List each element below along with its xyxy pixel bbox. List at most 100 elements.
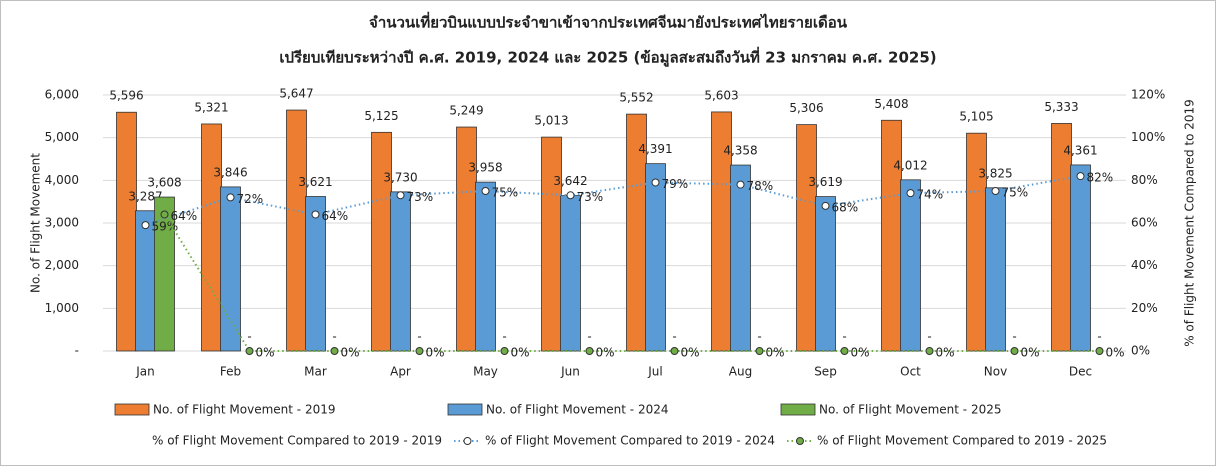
- bar: [730, 164, 751, 352]
- line-value-label: 0%: [256, 346, 275, 360]
- bar-value-label: -: [417, 330, 421, 344]
- bar-value-label: 4,012: [893, 158, 927, 172]
- y-tick-label: 5,000: [45, 130, 79, 144]
- bar-value-label: -: [757, 330, 761, 344]
- bar-value-label: 3,825: [978, 166, 1012, 180]
- line-marker: [160, 210, 169, 219]
- line-value-label: 75%: [492, 186, 519, 200]
- y2-tick-label: 0%: [1131, 344, 1150, 358]
- chart-title: จำนวนเที่ยวบินแบบประจำขาเข้าจากประเทศจีน…: [369, 12, 848, 32]
- bar-value-label: -: [587, 330, 591, 344]
- bar-value-label: -: [672, 330, 676, 344]
- line-marker: [396, 191, 405, 200]
- x-tick-label: Sep: [814, 365, 837, 379]
- line-marker: [226, 193, 235, 202]
- y-tick-label: 2,000: [45, 258, 79, 272]
- bar-value-label: 4,358: [723, 144, 757, 158]
- bar-value-label: -: [247, 330, 251, 344]
- bar-value-label: 3,608: [147, 176, 181, 190]
- bar: [985, 187, 1006, 352]
- x-tick-label: Dec: [1069, 365, 1092, 379]
- legend-label: % of Flight Movement Compared to 2019 - …: [817, 434, 1107, 448]
- legend-label: No. of Flight Movement - 2019: [153, 403, 336, 417]
- line-value-label: 73%: [577, 190, 604, 204]
- bar-value-label: 3,846: [213, 165, 247, 179]
- line-value-label: 68%: [832, 200, 859, 214]
- line-marker: [1095, 347, 1104, 355]
- bar-value-label: 5,596: [109, 89, 143, 103]
- bar-value-label: 5,603: [704, 88, 738, 102]
- bar-value-label: 5,647: [279, 87, 313, 101]
- line-marker: [1076, 172, 1085, 181]
- y2-tick-label: 40%: [1131, 258, 1158, 272]
- line-marker: [566, 191, 575, 200]
- line-marker: [141, 221, 150, 230]
- bar-value-label: 3,287: [128, 189, 162, 203]
- bar: [390, 191, 411, 352]
- bar: [881, 119, 902, 352]
- bar-value-label: 5,105: [959, 110, 993, 124]
- x-tick-label: Jan: [135, 365, 155, 379]
- bar: [645, 163, 666, 352]
- bar-value-label: -: [502, 330, 506, 344]
- line-marker: [415, 347, 424, 355]
- y-axis-title: No. of Flight Movement: [29, 153, 43, 293]
- line-value-label: 75%: [1002, 186, 1029, 200]
- line-marker: [585, 347, 594, 355]
- y2-tick-label: 80%: [1131, 173, 1158, 187]
- y-tick-label: 6,000: [45, 88, 79, 102]
- line-marker: [755, 347, 764, 355]
- bar-value-label: 4,391: [638, 142, 672, 156]
- y-tick-label: 4,000: [45, 173, 79, 187]
- bar: [201, 123, 222, 352]
- line-value-label: 78%: [747, 179, 774, 193]
- bar-value-label: 3,642: [553, 174, 587, 188]
- bar-value-label: 4,361: [1063, 143, 1097, 157]
- bar: [371, 131, 392, 352]
- x-tick-label: Aug: [729, 365, 752, 379]
- bar-value-label: -: [1012, 330, 1016, 344]
- bar-value-label: 5,306: [789, 101, 823, 115]
- bar: [900, 179, 921, 352]
- bar-value-label: 5,125: [364, 109, 398, 123]
- bar: [796, 124, 817, 352]
- line-value-label: 0%: [1106, 346, 1125, 360]
- line: [145, 175, 1081, 227]
- line-marker: [736, 180, 745, 189]
- x-tick-label: Jul: [647, 365, 662, 379]
- line-marker: [821, 201, 830, 210]
- line-value-label: 72%: [237, 192, 264, 206]
- line-value-label: 82%: [1087, 171, 1114, 185]
- bar-value-label: 5,249: [449, 104, 483, 118]
- x-tick-label: Apr: [390, 365, 411, 379]
- line-marker: [245, 347, 254, 355]
- legend-marker: [796, 437, 804, 445]
- y2-tick-label: 100%: [1131, 130, 1165, 144]
- line-marker: [481, 187, 490, 195]
- bar-value-label: -: [1097, 330, 1101, 344]
- bar-value-label: 5,552: [619, 91, 653, 105]
- bar-value-label: 3,730: [383, 170, 417, 184]
- legend-label: No. of Flight Movement - 2025: [819, 403, 1002, 417]
- line-marker: [1010, 347, 1019, 355]
- y2-tick-label: 20%: [1131, 301, 1158, 315]
- line-value-label: 0%: [596, 346, 615, 360]
- line-value-label: 73%: [407, 190, 434, 204]
- bar: [1051, 123, 1072, 352]
- bar: [286, 109, 307, 352]
- bar-value-label: -: [332, 330, 336, 344]
- y-tick-label: -: [75, 344, 79, 358]
- line-value-label: 0%: [511, 346, 530, 360]
- line-value-label: 0%: [426, 346, 445, 360]
- line-marker: [670, 347, 679, 355]
- bar: [475, 181, 496, 352]
- bar: [560, 195, 581, 352]
- y2-tick-label: 120%: [1131, 88, 1165, 102]
- legend-swatch: [114, 403, 150, 416]
- x-tick-label: Jun: [560, 365, 580, 379]
- line-value-label: 59%: [152, 220, 179, 234]
- line-marker: [330, 347, 339, 355]
- line-marker: [651, 178, 660, 187]
- line-value-label: 0%: [681, 346, 700, 360]
